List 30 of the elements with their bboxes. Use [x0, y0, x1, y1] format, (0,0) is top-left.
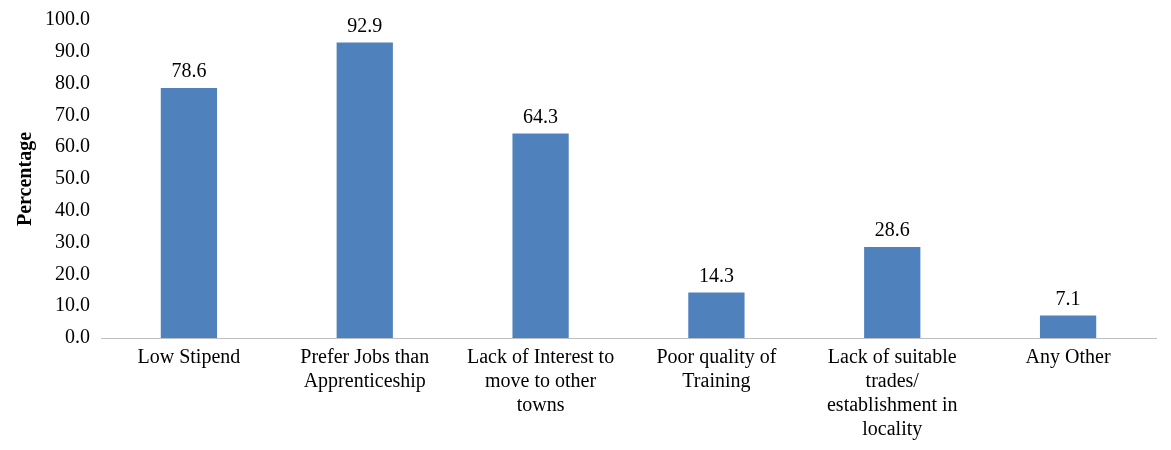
x-tick-label: Prefer Jobs than Apprenticeship [300, 345, 430, 393]
data-label: 92.9 [347, 13, 383, 36]
y-tick-label: 80.0 [55, 70, 90, 93]
bar [688, 292, 745, 338]
x-tick-label: Lack of Interest to move to other towns [467, 345, 615, 416]
bar [512, 133, 569, 338]
y-tick-label: 100.0 [45, 7, 90, 30]
y-tick-label: 70.0 [55, 102, 90, 125]
y-tick-label: 20.0 [55, 261, 90, 284]
y-tick-label: 0.0 [65, 325, 90, 348]
x-tick-label: Lack of suitable trades/ establishment in locality [826, 345, 958, 441]
bar [1039, 315, 1097, 338]
data-label: 7.1 [1055, 286, 1081, 309]
y-tick-label: 30.0 [55, 229, 90, 252]
bar [864, 247, 921, 338]
y-tick-label: 60.0 [55, 134, 90, 157]
data-label: 14.3 [698, 263, 734, 286]
data-label: 28.6 [874, 218, 910, 241]
x-tick-label: Any Other [1025, 345, 1111, 369]
y-tick-label: 50.0 [55, 166, 90, 189]
bar [160, 88, 218, 338]
data-label: 78.6 [171, 59, 207, 82]
y-tick-label: 40.0 [55, 198, 90, 221]
x-tick-label: Poor quality of Training [656, 345, 777, 393]
y-tick-label: 90.0 [55, 39, 90, 62]
bar [336, 42, 393, 338]
y-tick-label: 10.0 [55, 293, 90, 316]
y-axis-title: Percentage [13, 131, 37, 227]
x-tick-label: Low Stipend [137, 345, 241, 369]
data-label: 64.3 [523, 104, 559, 127]
